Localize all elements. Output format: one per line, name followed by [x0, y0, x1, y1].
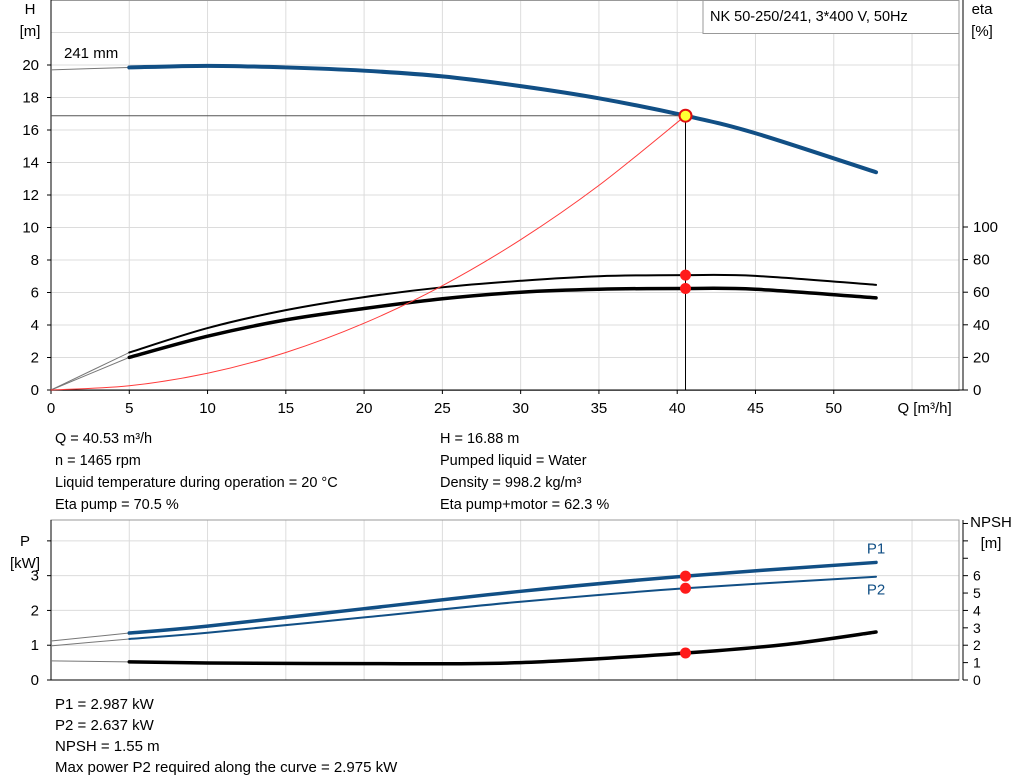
x-tick-label: 20	[356, 400, 373, 417]
legend-box-text: NK 50-250/241, 3*400 V, 50Hz	[710, 9, 908, 25]
legend-box	[702, 0, 960, 34]
y-tick-label-eta: 20	[973, 349, 990, 366]
npsh-axis-unit: [m]	[981, 535, 1002, 552]
top-head-extension	[50, 66, 130, 71]
operating-point-marker	[678, 108, 693, 123]
top-eta_pump_motor-curve	[127, 286, 878, 360]
p2-series-label: P2	[867, 582, 885, 599]
top-eta_pump-curve	[128, 273, 878, 354]
bottom-P2-extension	[50, 638, 130, 647]
x-tick-label: 45	[747, 400, 764, 417]
p-axis-unit: [kW]	[10, 555, 40, 572]
x-tick-label: 30	[512, 400, 529, 417]
info-liquid: Pumped liquid = Water	[440, 453, 587, 469]
eta-pump-marker	[680, 269, 692, 281]
info-eta-pump: Eta pump = 70.5 %	[55, 497, 179, 513]
p1-marker	[680, 570, 692, 582]
y-tick-label-h: 2	[31, 350, 39, 367]
h-axis-label: H	[25, 1, 36, 18]
info-temperature: Liquid temperature during operation = 20…	[55, 475, 338, 491]
y-tick-label-p: 1	[31, 637, 39, 654]
p-axis-label: P	[20, 533, 30, 550]
y-tick-label-npsh: 4	[973, 602, 981, 618]
x-tick-label: 10	[199, 400, 216, 417]
y-tick-label-h: 0	[31, 382, 39, 399]
info-top-left: Q = 40.53 m³/h n = 1465 rpm Liquid tempe…	[55, 428, 338, 516]
p1-series-label: P1	[867, 540, 885, 557]
x-tick-label: 25	[434, 400, 451, 417]
bottom-NPSH-curve	[127, 630, 878, 666]
y-tick-label-eta: 100	[973, 219, 998, 236]
top-system_curve-curve	[50, 115, 687, 391]
info-p1: P1 = 2.987 kW	[55, 696, 154, 713]
y-tick-label-eta: 60	[973, 284, 990, 301]
y-tick-label-h: 10	[22, 220, 39, 237]
y-tick-label-h: 20	[22, 57, 39, 74]
x-tick-label: 0	[47, 400, 55, 417]
h-axis-unit: [m]	[20, 23, 41, 40]
bottom-P2-curve	[128, 575, 878, 640]
info-npsh: NPSH = 1.55 m	[55, 738, 160, 755]
bottom-NPSH-extension	[50, 660, 130, 663]
info-p2: P2 = 2.637 kW	[55, 717, 154, 734]
info-top-right: H = 16.88 m Pumped liquid = Water Densit…	[440, 428, 609, 516]
x-tick-label: 40	[669, 400, 686, 417]
eta-axis-label: eta	[972, 1, 994, 18]
top-eta_pump_motor-extension	[50, 356, 130, 391]
y-tick-label-eta: 40	[973, 317, 990, 334]
x-tick-label: 15	[277, 400, 294, 417]
y-tick-label-npsh: 3	[973, 620, 981, 636]
y-tick-label-h: 18	[22, 90, 39, 107]
x-tick-label: 5	[125, 400, 133, 417]
y-tick-label-p: 2	[31, 602, 39, 619]
npsh-axis-label: NPSH	[970, 514, 1012, 531]
info-density: Density = 998.2 kg/m³	[440, 475, 582, 491]
y-tick-label-p: 3	[31, 568, 39, 585]
y-tick-label-npsh: 0	[973, 672, 981, 688]
bottom-P1-extension	[50, 632, 130, 642]
y-tick-label-h: 14	[22, 155, 39, 172]
x-tick-label: 35	[591, 400, 608, 417]
info-flow: Q = 40.53 m³/h	[55, 431, 153, 447]
info-head: H = 16.88 m	[440, 431, 520, 447]
eta-axis-unit: [%]	[971, 23, 993, 40]
y-tick-label-eta: 80	[973, 252, 990, 269]
info-eta-pump-motor: Eta pump+motor = 62.3 %	[440, 497, 610, 513]
y-tick-label-h: 8	[31, 252, 39, 269]
info-speed: n = 1465 rpm	[55, 453, 141, 469]
info-bottom: P1 = 2.987 kW P2 = 2.637 kW NPSH = 1.55 …	[55, 694, 397, 778]
x-axis-label: Q [m³/h]	[897, 400, 951, 417]
y-tick-label-npsh: 1	[973, 655, 981, 671]
top-head-curve	[127, 63, 879, 175]
y-tick-label-h: 6	[31, 285, 39, 302]
p2-marker	[680, 582, 692, 594]
bottom-plot-frame	[50, 519, 960, 681]
npsh-marker	[680, 647, 692, 659]
impeller-diameter-label: 241 mm	[64, 45, 118, 62]
y-tick-label-p: 0	[31, 672, 39, 689]
x-tick-label: 50	[825, 400, 842, 417]
bottom-P1-curve	[127, 560, 878, 635]
eta-pump-motor-marker	[680, 282, 692, 294]
y-tick-label-h: 12	[22, 187, 39, 204]
y-tick-label-h: 4	[31, 317, 39, 334]
y-tick-label-npsh: 2	[973, 637, 981, 653]
y-tick-label-h: 16	[22, 122, 39, 139]
y-tick-label-eta: 0	[973, 382, 981, 399]
info-max-power: Max power P2 required along the curve = …	[55, 759, 398, 776]
y-tick-label-npsh: 5	[973, 585, 981, 601]
y-tick-label-npsh: 6	[973, 568, 981, 584]
top-eta_pump-extension	[50, 352, 130, 391]
